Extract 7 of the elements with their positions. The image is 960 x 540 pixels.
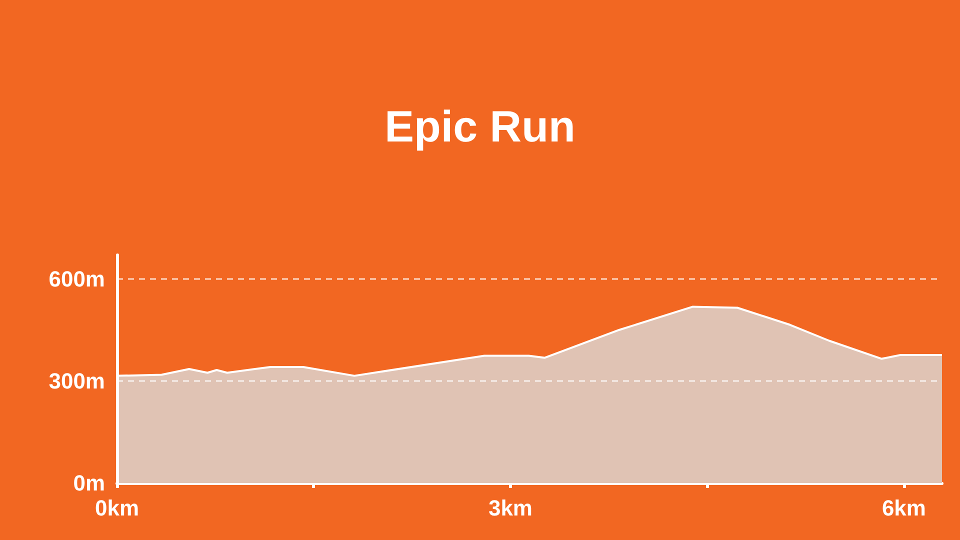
- x-tick-label: 0km: [94, 496, 140, 520]
- chart-title: Epic Run: [384, 102, 576, 152]
- x-tick-label: 6km: [882, 496, 926, 520]
- y-tick-label: 0m: [73, 470, 105, 496]
- y-tick-label: 600m: [48, 266, 105, 292]
- x-tick-label: 3km: [488, 496, 533, 520]
- y-tick-label: 300m: [48, 368, 105, 394]
